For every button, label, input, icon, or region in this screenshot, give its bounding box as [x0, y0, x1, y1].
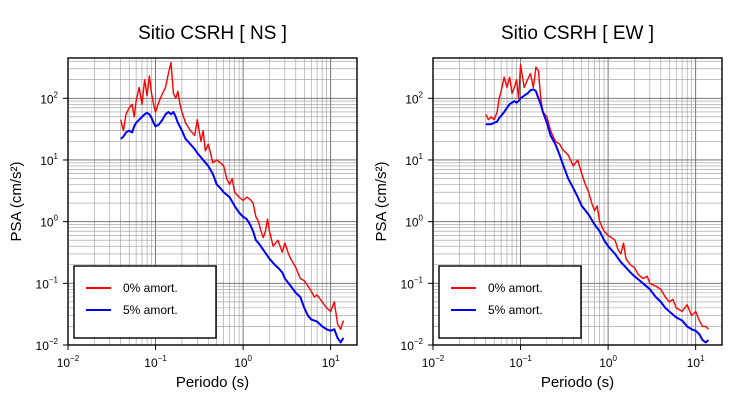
legend-box [73, 265, 217, 339]
plot-frame [432, 57, 723, 346]
legend-label: 0% amort. [488, 281, 543, 295]
y-tick-label: 100 [405, 214, 423, 230]
x-tick-label: 100 [234, 354, 252, 370]
y-tick-label: 101 [405, 152, 423, 168]
x-axis-label: Periodo (s) [541, 374, 614, 391]
plot-frame [67, 57, 358, 346]
chart-ew: 10−2 10−1 100 101 10−2 10−1 100 101 102 Sitio CSR… [373, 23, 723, 391]
legend: 0% amort. 5% amort. [438, 265, 582, 339]
y-tick-label: 10−1 [401, 275, 424, 291]
series-line-0pct [485, 64, 709, 330]
legend-box [438, 265, 582, 339]
chart-ns: 10−2 10−1 100 101 10−2 10−1 100 101 102 Sitio CSR… [8, 23, 358, 391]
chart-title: Sitio CSRH [ NS ] [138, 23, 287, 44]
legend: 0% amort. 5% amort. [73, 265, 217, 339]
x-tick-label: 10−1 [509, 354, 532, 370]
legend-label: 5% amort. [488, 303, 543, 317]
y-tick-label: 100 [40, 214, 58, 230]
legend-label: 0% amort. [123, 281, 178, 295]
y-tick-label: 10−2 [401, 337, 424, 353]
x-tick-label: 101 [687, 354, 705, 370]
y-axis-label: PSA (cm/s²) [373, 161, 390, 241]
legend-label: 5% amort. [123, 303, 178, 317]
series-line-5pct [485, 88, 710, 344]
x-tick-label: 10−2 [57, 354, 80, 370]
series-line-0pct [120, 61, 345, 330]
x-tick-label: 10−1 [144, 354, 167, 370]
chart-title: Sitio CSRH [ EW ] [501, 23, 654, 44]
y-tick-label: 102 [40, 90, 58, 106]
x-tick-label: 101 [322, 354, 340, 370]
x-axis-label: Periodo (s) [176, 374, 249, 391]
x-tick-label: 100 [599, 354, 617, 370]
x-tick-label: 10−2 [422, 354, 445, 370]
y-tick-label: 10−2 [36, 337, 59, 353]
y-tick-label: 102 [405, 90, 423, 106]
y-tick-label: 101 [40, 152, 58, 168]
series-line-5pct [120, 110, 345, 344]
y-axis-label: PSA (cm/s²) [8, 161, 25, 241]
y-tick-label: 10−1 [36, 275, 59, 291]
